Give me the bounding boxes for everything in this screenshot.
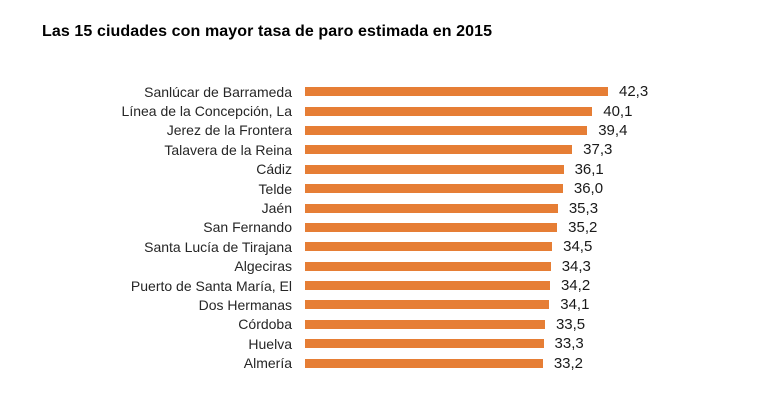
category-label: Algeciras xyxy=(234,258,292,275)
chart-row: Jerez de la Frontera 39,4 xyxy=(40,121,740,140)
value-label: 36,0 xyxy=(573,180,604,198)
value-label: 34,1 xyxy=(560,296,590,314)
bar xyxy=(305,184,563,194)
chart-row: Córdoba 33,5 xyxy=(40,315,740,334)
bar xyxy=(305,300,550,310)
value-label: 35,2 xyxy=(568,218,598,236)
category-label: Puerto de Santa María, El xyxy=(130,277,292,294)
value-label: 33,5 xyxy=(555,315,586,333)
bar xyxy=(305,242,553,252)
value-label: 37,3 xyxy=(583,141,613,159)
chart-row: Jaén 35,3 xyxy=(40,198,740,217)
chart-row: Dos Hermanas 34,1 xyxy=(40,295,740,314)
value-label: 35,3 xyxy=(568,199,599,217)
category-label: Córdoba xyxy=(238,316,292,333)
bar xyxy=(305,281,550,291)
category-label: Jaén xyxy=(261,200,292,217)
category-label: Dos Hermanas xyxy=(198,296,292,313)
bar xyxy=(305,339,544,349)
value-label: 42,3 xyxy=(619,83,649,101)
category-label: Almería xyxy=(243,355,292,372)
category-label: Telde xyxy=(258,180,292,197)
chart-row: Sanlúcar de Barrameda 42,3 xyxy=(40,82,740,101)
category-label: Línea de la Concepción, La xyxy=(121,103,292,120)
category-label: Jerez de la Frontera xyxy=(166,122,292,139)
value-label: 33,2 xyxy=(553,354,584,372)
category-label: Sanlúcar de Barrameda xyxy=(144,83,292,100)
bar xyxy=(305,261,551,271)
bar xyxy=(305,125,588,135)
value-label: 40,1 xyxy=(603,102,633,120)
bar xyxy=(305,87,608,97)
value-label: 33,3 xyxy=(554,335,584,353)
category-label: Santa Lucía de Tirajana xyxy=(144,238,292,255)
chart-row: Cádiz 36,1 xyxy=(40,160,740,179)
chart-row: Almería 33,2 xyxy=(40,353,740,372)
value-label: 34,2 xyxy=(560,277,591,295)
chart-row: Algeciras 34,3 xyxy=(40,257,740,276)
value-label: 34,5 xyxy=(563,238,593,256)
category-label: Talavera de la Reina xyxy=(164,141,292,158)
value-label: 39,4 xyxy=(598,121,628,139)
bar xyxy=(305,203,558,213)
chart-title: Las 15 ciudades con mayor tasa de paro e… xyxy=(42,23,493,40)
chart-row: Talavera de la Reina 37,3 xyxy=(40,140,740,159)
chart-row: Línea de la Concepción, La 40,1 xyxy=(40,101,740,120)
category-label: Cádiz xyxy=(256,161,292,178)
bar xyxy=(305,145,573,155)
bar xyxy=(305,319,545,329)
bar xyxy=(305,164,564,174)
chart-row: Puerto de Santa María, El 34,2 xyxy=(40,276,740,295)
chart-row: Telde 36,0 xyxy=(40,179,740,198)
value-label: 34,3 xyxy=(561,257,591,275)
category-label: San Fernando xyxy=(203,219,292,236)
chart-row: San Fernando 35,2 xyxy=(40,218,740,237)
bar xyxy=(305,106,593,116)
bar xyxy=(305,358,543,368)
value-label: 36,1 xyxy=(574,160,604,178)
bar-chart: Sanlúcar de Barrameda 42,3 Línea de la Con… xyxy=(40,82,740,373)
bar xyxy=(305,222,558,232)
chart-row: Huelva 33,3 xyxy=(40,334,740,353)
category-label: Huelva xyxy=(248,335,292,352)
chart-row: Santa Lucía de Tirajana 34,5 xyxy=(40,237,740,256)
